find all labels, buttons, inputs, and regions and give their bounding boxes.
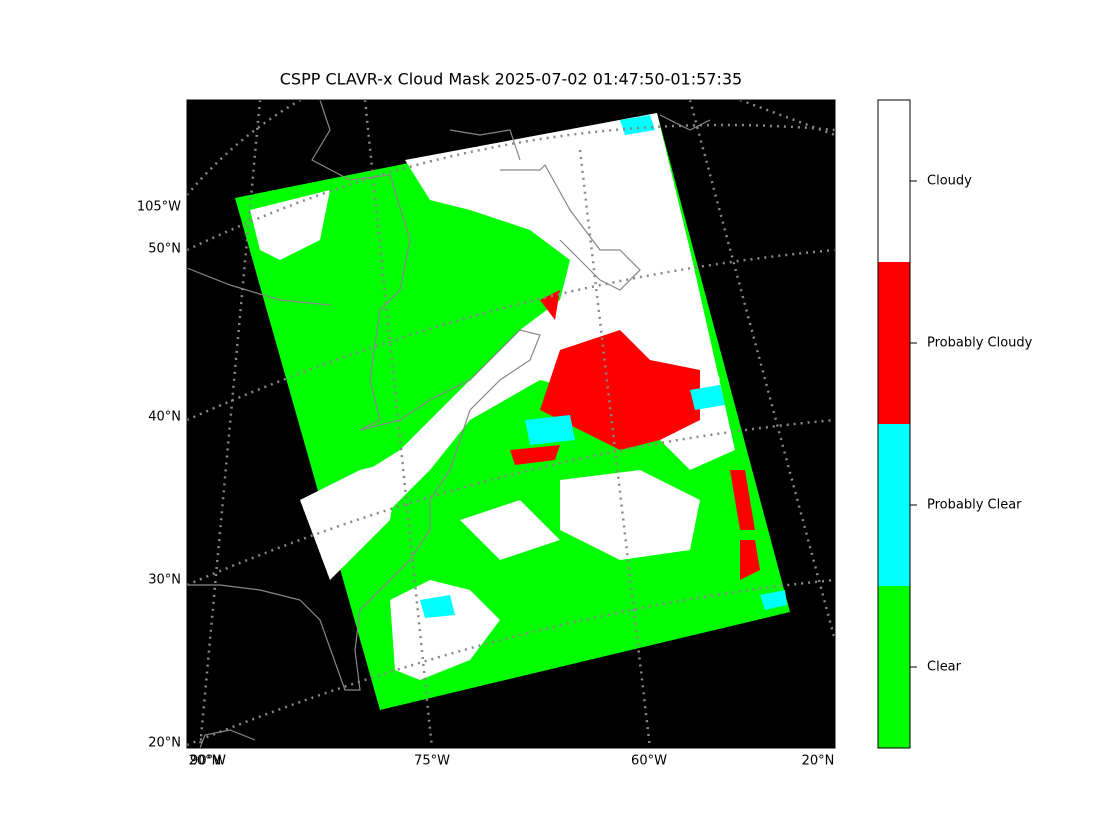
map [187,100,835,748]
colorbar-segment [878,424,910,586]
left-label: 105°W [137,200,181,215]
left-label: 50°N [148,242,181,257]
colorbar-frame [877,99,911,749]
legend-label: Cloudy [927,174,972,189]
colorbar: Cloudy Probably Cloudy Probably Clear Clear [877,99,1033,749]
colorbar-segment [878,586,910,748]
left-label: 30°N [148,573,181,588]
bottom-label: 90°W [190,754,226,769]
bottom-label: 20°N [802,754,835,769]
colorbar-segment [878,262,910,424]
legend-label: Probably Clear [927,498,1022,513]
bottom-label: 20°N [189,754,222,769]
map-labels: 105°W50°N40°N30°N20°N20°N90°W 75°W 60°W 20°… [137,200,835,769]
probably-clear-areas [420,115,787,618]
legend-label: Clear [927,660,962,675]
cloud-areas [250,113,735,680]
bottom-label: 60°W [631,754,667,769]
map-frame [186,99,836,749]
legend-label: Probably Cloudy [927,336,1033,351]
title: CSPP CLAVR-x Cloud Mask 2025-07-02 01:47… [280,70,742,89]
left-label: 40°N [148,410,181,425]
left-label: 20°N [148,736,181,751]
bottom-label: 75°W [414,754,450,769]
colorbar-segment [878,100,910,262]
